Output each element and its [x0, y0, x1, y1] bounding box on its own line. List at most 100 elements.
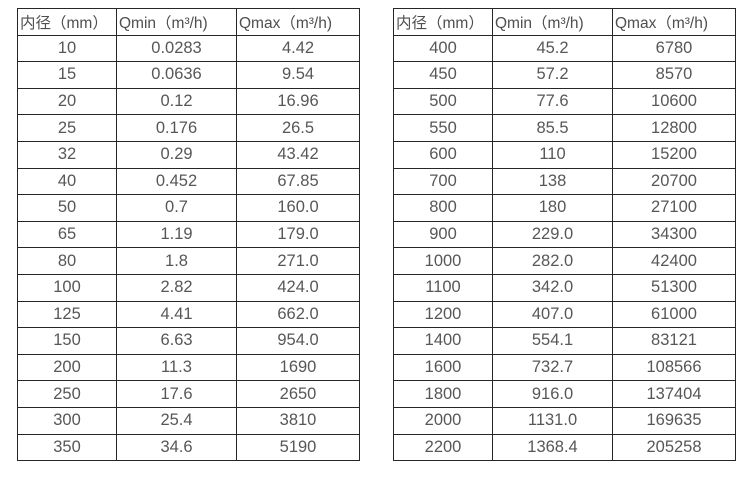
cell: 1800 — [393, 380, 493, 408]
cell: 160.0 — [236, 194, 360, 222]
cell: 916.0 — [492, 380, 613, 408]
cell: 45.2 — [492, 34, 613, 63]
cell: 600 — [393, 140, 493, 169]
cell: 20 — [17, 87, 117, 116]
cell: 400 — [393, 34, 493, 63]
table-row: 125 4.41 662.0 — [17, 300, 360, 329]
cell: 662.0 — [236, 300, 360, 329]
table-row: 550 85.5 12800 — [393, 114, 736, 142]
cell: 500 — [393, 87, 493, 116]
cell: 424.0 — [236, 273, 360, 302]
cell: 2200 — [393, 433, 493, 462]
cell: 200 — [17, 353, 117, 382]
table-row: 900 229.0 34300 — [393, 220, 736, 249]
table-row: 200 11.3 1690 — [17, 353, 360, 382]
table-row: 1000 282.0 42400 — [393, 247, 736, 275]
cell: 1368.4 — [492, 433, 613, 462]
cell: 0.29 — [116, 140, 237, 169]
cell: 8570 — [612, 61, 736, 89]
table-row: 10 0.0283 4.42 — [17, 34, 360, 63]
cell: 15200 — [612, 140, 736, 169]
cell: 732.7 — [492, 353, 613, 382]
cell: 77.6 — [492, 87, 613, 116]
cell: 1200 — [393, 300, 493, 329]
table-row: 80 1.8 271.0 — [17, 247, 360, 275]
header-cell: Qmin（m³/h) — [492, 8, 613, 36]
cell: 138 — [492, 167, 613, 196]
cell: 25 — [17, 114, 117, 142]
cell: 57.2 — [492, 61, 613, 89]
table-row: 2000 1131.0 169635 — [393, 406, 736, 435]
flow-table-small-diameters: 内径（mm） Qmin（m³/h) Qmax（m³/h) 10 0.0283 4.42 1… — [17, 8, 360, 462]
cell: 271.0 — [236, 247, 360, 275]
cell: 42400 — [612, 247, 736, 275]
flow-rate-tables: 内径（mm） Qmin（m³/h) Qmax（m³/h) 10 0.0283 4.42 1… — [17, 8, 736, 462]
cell: 4.42 — [236, 34, 360, 63]
cell: 0.0636 — [116, 61, 237, 89]
cell: 85.5 — [492, 114, 613, 142]
cell: 40 — [17, 167, 117, 196]
cell: 108566 — [612, 353, 736, 382]
table-row: 1200 407.0 61000 — [393, 300, 736, 329]
cell: 32 — [17, 140, 117, 169]
table-row: 50 0.7 160.0 — [17, 194, 360, 222]
cell: 180 — [492, 194, 613, 222]
header-cell: Qmax（m³/h) — [236, 8, 360, 36]
table-row: 25 0.176 26.5 — [17, 114, 360, 142]
table-row: 350 34.6 5190 — [17, 433, 360, 462]
cell: 26.5 — [236, 114, 360, 142]
cell: 34300 — [612, 220, 736, 249]
cell: 0.176 — [116, 114, 237, 142]
cell: 1600 — [393, 353, 493, 382]
cell: 6780 — [612, 34, 736, 63]
cell: 229.0 — [492, 220, 613, 249]
cell: 67.85 — [236, 167, 360, 196]
cell: 16.96 — [236, 87, 360, 116]
table-row: 1800 916.0 137404 — [393, 380, 736, 408]
cell: 900 — [393, 220, 493, 249]
cell: 12800 — [612, 114, 736, 142]
header-row: 内径（mm） Qmin（m³/h) Qmax（m³/h) — [17, 8, 360, 36]
table-row: 15 0.0636 9.54 — [17, 61, 360, 89]
cell: 50 — [17, 194, 117, 222]
cell: 27100 — [612, 194, 736, 222]
cell: 1690 — [236, 353, 360, 382]
cell: 2000 — [393, 406, 493, 435]
cell: 1400 — [393, 327, 493, 355]
cell: 15 — [17, 61, 117, 89]
cell: 9.54 — [236, 61, 360, 89]
cell: 80 — [17, 247, 117, 275]
cell: 0.7 — [116, 194, 237, 222]
cell: 179.0 — [236, 220, 360, 249]
cell: 10 — [17, 34, 117, 63]
cell: 10600 — [612, 87, 736, 116]
cell: 11.3 — [116, 353, 237, 382]
table-row: 2200 1368.4 205258 — [393, 433, 736, 462]
cell: 43.42 — [236, 140, 360, 169]
cell: 450 — [393, 61, 493, 89]
cell: 0.12 — [116, 87, 237, 116]
header-cell: Qmax（m³/h) — [612, 8, 736, 36]
cell: 2.82 — [116, 273, 237, 302]
table-row: 1600 732.7 108566 — [393, 353, 736, 382]
cell: 34.6 — [116, 433, 237, 462]
cell: 51300 — [612, 273, 736, 302]
table-row: 1100 342.0 51300 — [393, 273, 736, 302]
header-cell: 内径（mm） — [17, 8, 117, 36]
cell: 150 — [17, 327, 117, 355]
table-row: 250 17.6 2650 — [17, 380, 360, 408]
cell: 3810 — [236, 406, 360, 435]
table-row: 32 0.29 43.42 — [17, 140, 360, 169]
cell: 65 — [17, 220, 117, 249]
header-row: 内径（mm） Qmin（m³/h) Qmax（m³/h) — [393, 8, 736, 36]
cell: 1000 — [393, 247, 493, 275]
table-row: 150 6.63 954.0 — [17, 327, 360, 355]
cell: 100 — [17, 273, 117, 302]
table-row: 65 1.19 179.0 — [17, 220, 360, 249]
cell: 800 — [393, 194, 493, 222]
cell: 137404 — [612, 380, 736, 408]
cell: 1131.0 — [492, 406, 613, 435]
cell: 110 — [492, 140, 613, 169]
cell: 954.0 — [236, 327, 360, 355]
cell: 2650 — [236, 380, 360, 408]
